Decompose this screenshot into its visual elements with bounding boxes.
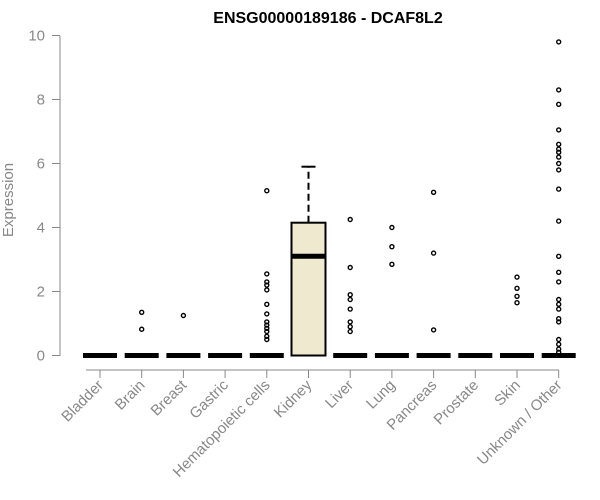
- x-tick-label: Kidney: [271, 376, 316, 421]
- y-axis-label: Expression: [0, 163, 17, 237]
- box-breast: [166, 312, 201, 358]
- outlier-point: [556, 154, 562, 160]
- outlier-point: [264, 322, 270, 328]
- outlier-point: [347, 306, 353, 312]
- box-lung: [374, 224, 409, 358]
- x-tick-label: Bladder: [58, 377, 107, 426]
- y-tick-label: 10: [28, 28, 45, 45]
- x-tick-label: Breast: [148, 376, 191, 419]
- y-tick-label: 6: [37, 156, 45, 173]
- outlier-point: [264, 325, 270, 331]
- outlier-point: [556, 160, 562, 167]
- outlier-point: [556, 296, 562, 303]
- outlier-point: [556, 346, 562, 352]
- outlier-point: [347, 319, 353, 325]
- outlier-point: [556, 336, 562, 343]
- outlier-point: [556, 341, 562, 347]
- outlier-point: [347, 324, 353, 330]
- box-kidney: [290, 165, 327, 357]
- x-tick-label: Lung: [363, 377, 399, 413]
- outlier-point: [264, 282, 270, 288]
- outlier-point: [347, 264, 353, 271]
- y-tick-label: 0: [37, 348, 45, 365]
- outlier-point: [556, 279, 562, 285]
- outlier-point: [556, 316, 562, 322]
- outlier-point: [347, 328, 353, 335]
- outlier-point: [556, 218, 562, 224]
- outlier-point: [180, 312, 187, 319]
- outlier-point: [347, 216, 353, 223]
- outlier-point: [556, 306, 562, 312]
- outlier-point: [556, 39, 562, 45]
- outlier-point: [556, 319, 562, 325]
- outlier-point: [556, 301, 562, 307]
- y-tick-label: 8: [37, 92, 45, 109]
- outlier-point: [264, 301, 270, 307]
- outlier-point: [389, 243, 395, 250]
- outlier-point: [556, 149, 562, 156]
- x-tick-label: Prostate: [431, 377, 483, 429]
- outlier-point: [514, 285, 520, 291]
- outlier-point: [264, 311, 270, 317]
- box-brain: [124, 309, 159, 358]
- outlier-point: [389, 224, 395, 231]
- outlier-point: [264, 287, 270, 293]
- box-liver: [333, 216, 368, 358]
- outlier-point: [264, 336, 270, 343]
- outlier-point: [264, 187, 270, 194]
- outlier-point: [264, 279, 270, 285]
- box-pancreas: [416, 189, 451, 358]
- outlier-point: [430, 189, 437, 196]
- outlier-point: [347, 292, 353, 298]
- box-unknown-other: [541, 39, 576, 358]
- outlier-point: [514, 300, 520, 306]
- box-hematopoietic-cells: [249, 187, 284, 358]
- outlier-point: [556, 349, 562, 355]
- outlier-point: [556, 269, 562, 275]
- outlier-point: [430, 327, 437, 333]
- box-iqr: [290, 221, 327, 357]
- outlier-point: [138, 326, 145, 332]
- outlier-point: [264, 271, 270, 277]
- outlier-point: [389, 261, 395, 267]
- y-tick-label: 4: [37, 220, 45, 237]
- outlier-point: [556, 101, 562, 108]
- outlier-point: [556, 141, 562, 148]
- x-tick-label: Liver: [322, 377, 357, 412]
- box-series: [83, 39, 576, 358]
- outlier-point: [347, 296, 353, 303]
- x-tick-label: Brain: [112, 377, 149, 414]
- outlier-point: [264, 328, 270, 335]
- outlier-point: [556, 167, 562, 173]
- outlier-point: [556, 186, 562, 192]
- y-tick-label: 2: [37, 284, 45, 301]
- outlier-point: [556, 253, 562, 259]
- outlier-point: [430, 250, 437, 256]
- outlier-point: [264, 319, 270, 325]
- box-skin: [500, 274, 534, 358]
- outlier-point: [138, 309, 145, 315]
- x-tick-label: Skin: [491, 377, 524, 410]
- chart-title: ENSG00000189186 - DCAF8L2: [213, 10, 443, 27]
- outlier-point: [264, 333, 270, 339]
- outlier-point: [514, 293, 520, 299]
- outlier-point: [556, 127, 562, 133]
- outlier-point: [514, 274, 520, 280]
- outlier-point: [556, 87, 562, 93]
- y-ticks: 0 2 4 6 8 10: [28, 28, 60, 365]
- outlier-point: [556, 146, 562, 152]
